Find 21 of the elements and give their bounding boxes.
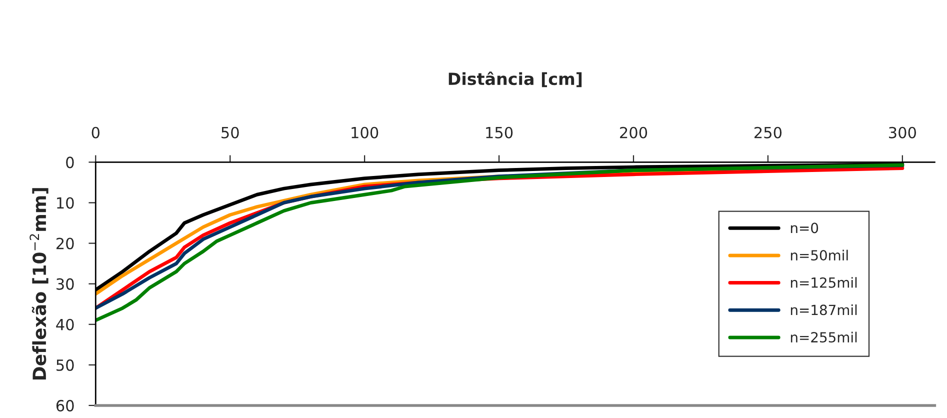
x-tick-label: 300 (889, 126, 916, 138)
y-tick-label: 10 (57, 197, 74, 209)
y-tick-label: 20 (56, 238, 74, 250)
y-tick-label: 30 (56, 278, 74, 290)
y-axis-title: Deflexão [10$^{−2}$mm] (30, 188, 48, 380)
legend-label: n=187mil (790, 304, 857, 316)
x-tick-label: 250 (754, 126, 782, 138)
y-tick-label: 60 (56, 400, 74, 412)
y-tick-label: 0 (66, 156, 74, 168)
x-tick-label: 100 (352, 126, 378, 138)
x-tick-label: 200 (620, 126, 648, 138)
legend-label: n=50mil (790, 250, 848, 261)
y-tick-label: 50 (56, 359, 74, 371)
legend-label: n=0 (790, 222, 818, 234)
legend-label: n=255mil (790, 332, 857, 343)
x-tick-label: 0 (92, 126, 100, 138)
x-tick-label: 50 (222, 126, 239, 138)
x-axis-title: Distância [cm] (448, 72, 582, 88)
x-tick-label: 150 (486, 126, 513, 138)
y-tick-label: 40 (56, 318, 74, 330)
legend-label: n=125mil (790, 277, 857, 288)
